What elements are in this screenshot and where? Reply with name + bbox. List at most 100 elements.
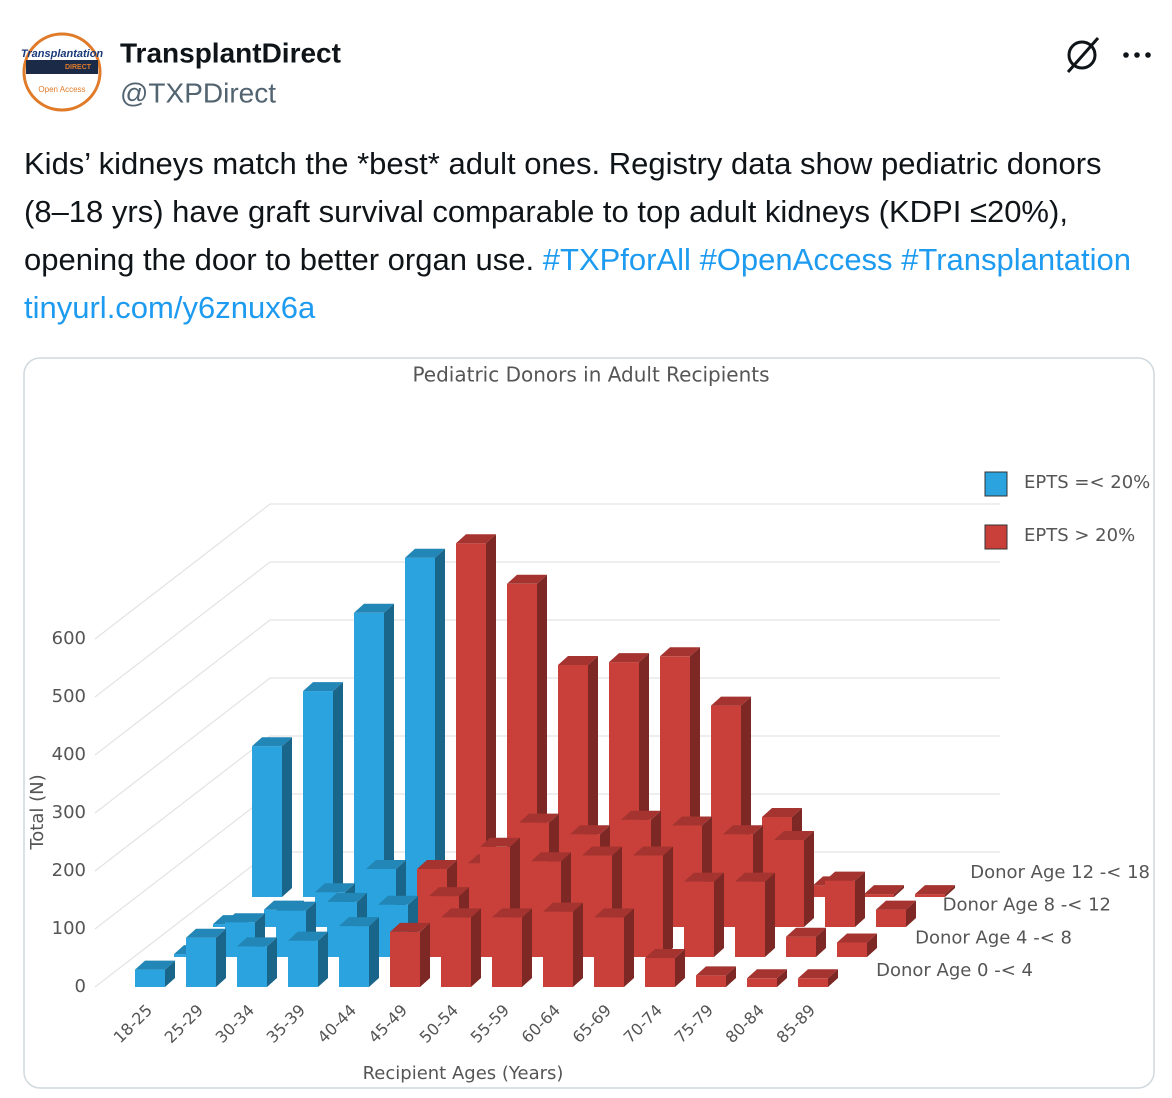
- chart: Pediatric Donors in Adult Recipients Rec…: [27, 363, 1150, 1085]
- bar: [594, 908, 634, 987]
- bar-front: [288, 940, 318, 987]
- bar-top: [711, 696, 751, 706]
- bar: [786, 927, 826, 957]
- bar-top: [252, 737, 292, 747]
- bar-top: [315, 883, 355, 893]
- bar-side: [522, 908, 532, 987]
- bar-side: [675, 949, 685, 987]
- bar-front: [696, 975, 726, 987]
- bar-front: [594, 917, 624, 987]
- legend-label: EPTS =< 20%: [1024, 472, 1150, 493]
- bar-front: [339, 926, 369, 987]
- bar-top: [492, 908, 532, 918]
- bar: [684, 872, 724, 957]
- bar-front: [354, 612, 384, 897]
- bar-side: [855, 871, 865, 927]
- bar-top: [735, 872, 775, 882]
- bar-top: [339, 917, 379, 927]
- bar-side: [663, 846, 673, 957]
- link[interactable]: #TXPforAll: [542, 242, 691, 277]
- bar-top: [327, 892, 367, 902]
- bar-front: [774, 840, 804, 927]
- chart-title: Pediatric Donors in Adult Recipients: [412, 363, 769, 387]
- bar-side: [726, 966, 736, 987]
- bar-top: [621, 810, 661, 820]
- bar: [645, 949, 685, 987]
- link[interactable]: #Transplantation: [901, 242, 1131, 277]
- bar-top: [825, 871, 865, 881]
- bar: [252, 737, 292, 897]
- avatar[interactable]: Transplantation DIRECT Open Access: [21, 32, 104, 112]
- bar-front: [492, 917, 522, 987]
- bar: [492, 908, 532, 987]
- author-name[interactable]: TransplantDirect: [120, 37, 341, 68]
- bar: [798, 969, 838, 987]
- bar-front: [186, 937, 216, 987]
- bar: [864, 885, 904, 897]
- bar-side: [369, 917, 379, 987]
- link[interactable]: tinyurl.com/y6znux6a: [24, 290, 316, 325]
- bar: [774, 831, 814, 927]
- bar-front: [735, 881, 765, 957]
- y-tick-label: 500: [52, 686, 86, 707]
- bar-front: [543, 911, 573, 987]
- bar-top: [633, 846, 673, 856]
- link[interactable]: #OpenAccess: [699, 242, 893, 277]
- bar-top: [696, 966, 736, 976]
- bar-top: [237, 937, 277, 947]
- bar-side: [624, 908, 634, 987]
- bar: [339, 917, 379, 987]
- bar-side: [573, 902, 583, 987]
- more-button[interactable]: [1123, 52, 1151, 58]
- bar: [543, 902, 583, 987]
- series-label: Donor Age 8 -< 12: [943, 895, 1111, 916]
- bar-top: [519, 813, 559, 823]
- bar-side: [384, 603, 394, 897]
- icon-shape: [1066, 37, 1100, 73]
- bar: [735, 872, 775, 957]
- bar-top: [507, 574, 547, 584]
- bar: [186, 928, 226, 987]
- bar: [747, 969, 787, 987]
- tweet-text: Kids’ kidneys match the *best* adult one…: [24, 140, 1149, 332]
- author-handle[interactable]: @TXPDirect: [120, 77, 276, 108]
- bar-front: [645, 958, 675, 987]
- bar-side: [318, 931, 328, 987]
- bar: [915, 885, 955, 897]
- bar-side: [804, 831, 814, 927]
- bar-front: [405, 557, 435, 897]
- bar-top: [864, 885, 904, 895]
- legend-swatch: [984, 471, 1008, 497]
- series-label: Donor Age 12 -< 18: [970, 862, 1150, 883]
- y-tick-label: 400: [52, 744, 86, 765]
- bar-side: [714, 872, 724, 957]
- bar-side: [471, 908, 481, 987]
- bar-top: [405, 548, 445, 558]
- bar: [237, 937, 277, 987]
- bar-top: [303, 682, 343, 692]
- dot: [1134, 52, 1140, 58]
- legend-label: EPTS > 20%: [1024, 525, 1135, 546]
- y-tick-label: 100: [52, 918, 86, 939]
- bar-top: [276, 901, 316, 911]
- avatar-text: Open Access: [38, 85, 85, 94]
- bar-side: [216, 928, 226, 987]
- bar-top: [723, 825, 763, 835]
- bar-top: [135, 960, 175, 970]
- bar-top: [186, 928, 226, 938]
- bar: [405, 548, 445, 897]
- y-tick-label: 200: [52, 860, 86, 881]
- bar-top: [366, 860, 406, 869]
- bar-top: [609, 653, 649, 663]
- bar-front: [747, 978, 777, 987]
- bar-top: [786, 927, 826, 937]
- bar-front: [684, 881, 714, 957]
- bar-top: [798, 969, 838, 979]
- bar-side: [867, 933, 877, 957]
- bar-top: [774, 831, 814, 840]
- bar-top: [558, 656, 598, 665]
- bar-top: [480, 837, 520, 847]
- bar-front: [633, 855, 663, 957]
- bar: [303, 682, 343, 897]
- grok-icon[interactable]: [1066, 37, 1100, 73]
